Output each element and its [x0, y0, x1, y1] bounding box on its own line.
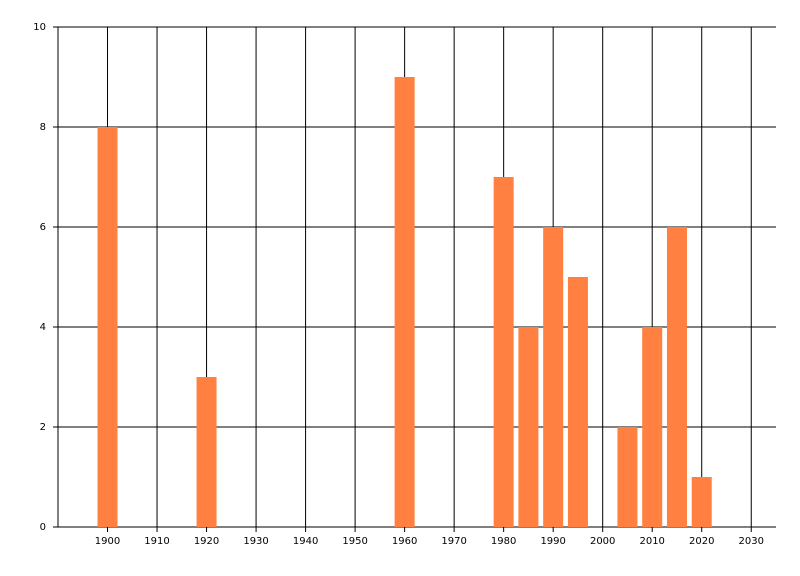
x-tick-label: 1950 [342, 536, 367, 547]
x-tick-label: 2030 [739, 536, 764, 547]
y-tick-label: 8 [40, 122, 46, 133]
y-tick-label: 10 [33, 22, 46, 33]
x-tick-label: 2000 [590, 536, 615, 547]
x-tick-label: 2010 [639, 536, 664, 547]
bar [196, 377, 217, 527]
bar [97, 127, 118, 527]
x-tick-label: 1940 [293, 536, 318, 547]
x-tick-label: 1910 [144, 536, 169, 547]
bar [666, 227, 687, 527]
bar [493, 177, 514, 527]
x-tick-label: 1990 [540, 536, 565, 547]
y-tick-label: 4 [40, 322, 46, 333]
bar [567, 277, 588, 527]
x-tick-label: 1920 [194, 536, 219, 547]
y-tick-label: 0 [40, 522, 46, 533]
x-tick-label: 1980 [491, 536, 516, 547]
bar [394, 77, 415, 527]
x-tick-label: 1960 [392, 536, 417, 547]
x-tick-label: 1970 [441, 536, 466, 547]
y-tick-label: 6 [40, 222, 46, 233]
bar [518, 327, 539, 527]
bar [543, 227, 564, 527]
x-tick-label: 1930 [243, 536, 268, 547]
bar [617, 427, 638, 527]
bar [691, 477, 712, 527]
bar [642, 327, 663, 527]
x-tick-label: 1900 [95, 536, 120, 547]
y-tick-label: 2 [40, 422, 46, 433]
x-tick-label: 2020 [689, 536, 714, 547]
